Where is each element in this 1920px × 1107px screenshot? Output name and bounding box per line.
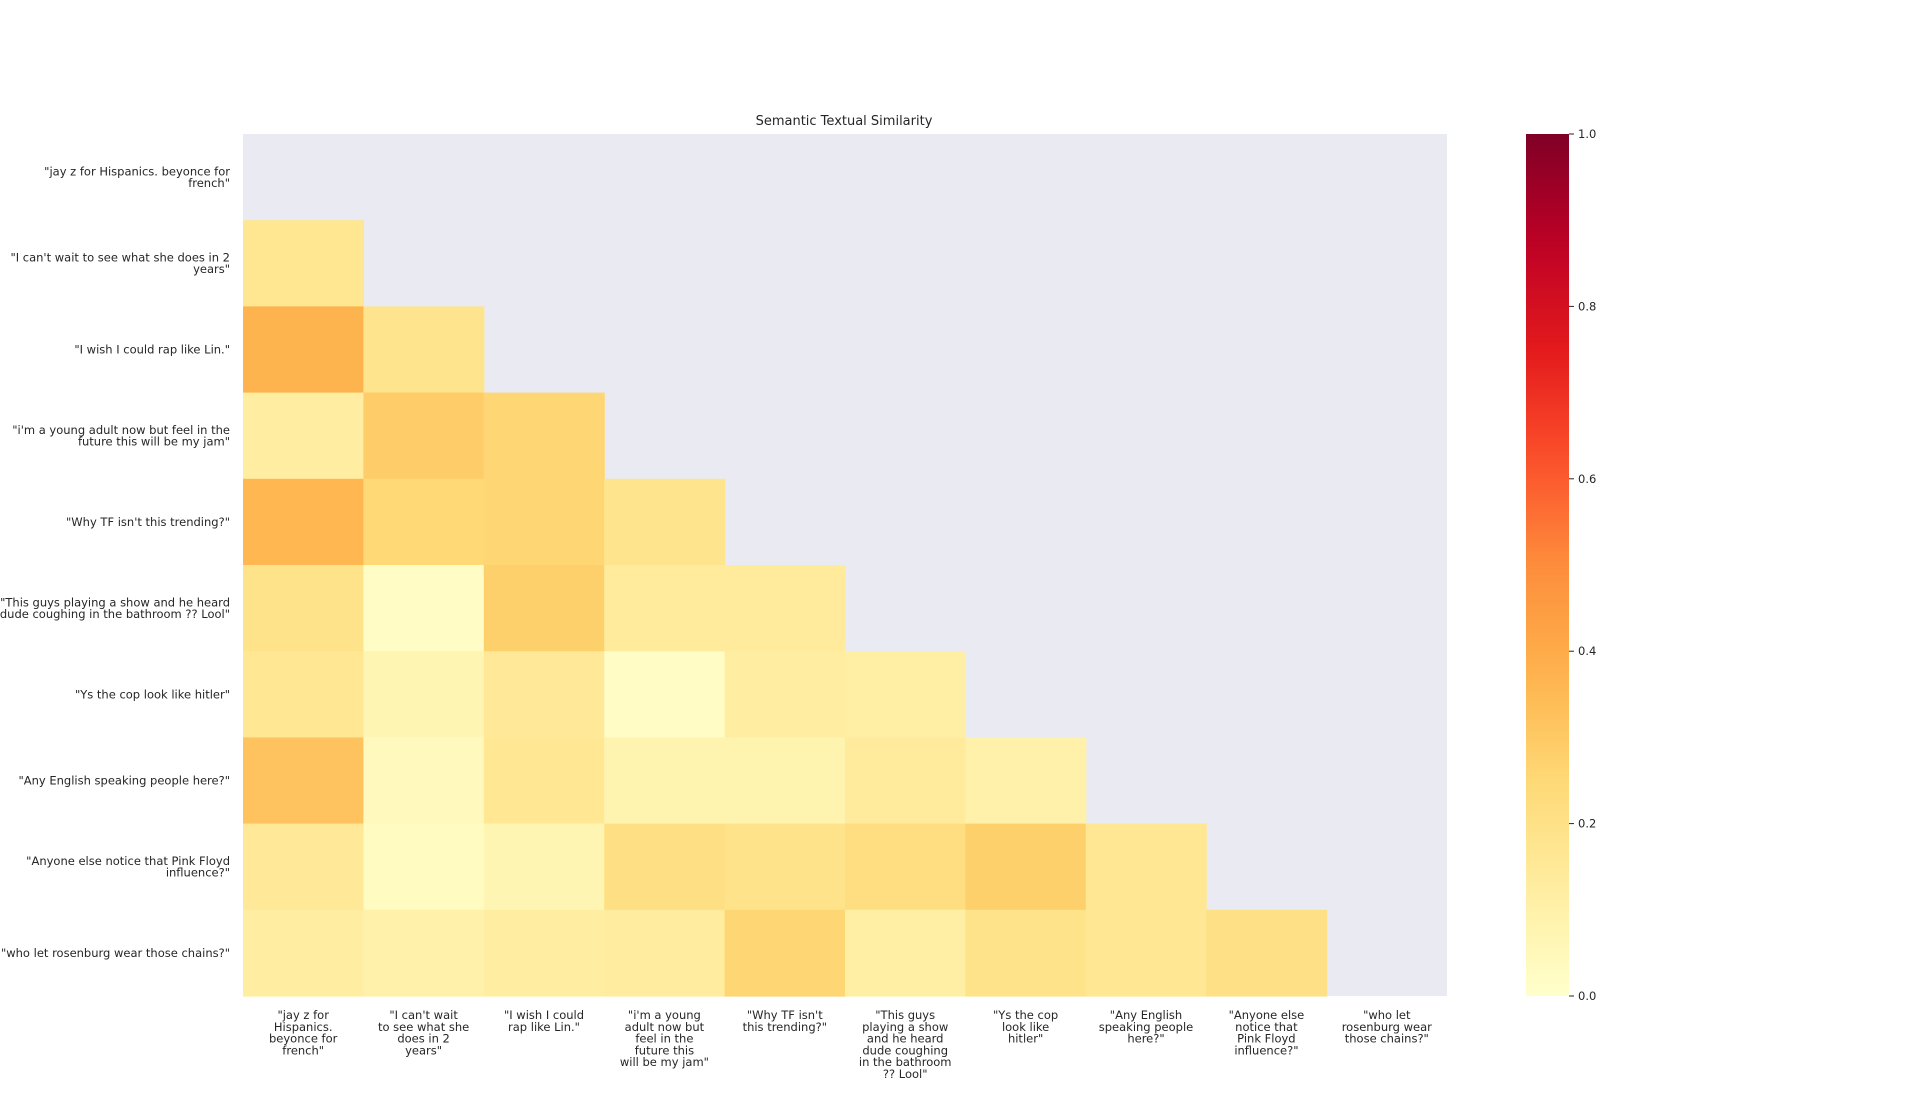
heatmap-cell (363, 823, 485, 911)
colorbar-gradient (1526, 134, 1569, 996)
heatmap-cell (483, 565, 605, 652)
row-tick-label: "This guys playing a show and he heard du… (0, 595, 230, 621)
heatmap-cell (604, 565, 726, 652)
heatmap-cell (965, 823, 1087, 911)
heatmap-cell (483, 823, 605, 911)
heatmap-cell (483, 909, 605, 997)
heatmap-cell (243, 823, 364, 911)
heatmap-cell (243, 220, 364, 307)
row-tick-label: "jay z for Hispanics. beyonce for french" (44, 164, 230, 190)
col-tick-label: "Anyone else notice that Pink Floyd influen… (1229, 1008, 1305, 1057)
col-tick-label: "I wish I could rap like Lin." (504, 1008, 584, 1034)
colorbar-tick-label: 0.6 (1578, 472, 1596, 486)
col-tick-label: "This guys playing a show and he heard dude… (859, 1008, 952, 1081)
heatmap-cell (1085, 823, 1207, 911)
heatmap-cell (604, 651, 726, 738)
heatmap-cell (483, 737, 605, 825)
row-tick-label: "Ys the cop look like hitler" (75, 687, 230, 701)
heatmap-cell (724, 651, 846, 738)
colorbar-tick-label: 0.4 (1578, 644, 1596, 658)
col-tick-label: "Ys the cop look like hitler" (993, 1008, 1058, 1046)
colorbar-tick-label: 0.8 (1578, 299, 1596, 313)
row-tick-label: "who let rosenburg wear those chains?" (1, 946, 230, 960)
heatmap-cell (363, 909, 485, 997)
heatmap-cell (363, 565, 485, 652)
heatmap-cell (243, 651, 364, 738)
heatmap-cell (243, 909, 364, 997)
row-tick-label: "I wish I could rap like Lin." (74, 343, 230, 357)
heatmap-cell (363, 306, 485, 394)
colorbar-tick-label: 0.2 (1578, 817, 1596, 831)
heatmap-cell (965, 737, 1087, 825)
heatmap-cell (724, 823, 846, 911)
heatmap-cell (724, 565, 846, 652)
col-tick-label: "jay z for Hispanics. beyonce for french" (269, 1008, 338, 1057)
colorbar: 0.0 0.2 0.4 0.6 0.8 1.0 (1526, 127, 1596, 1003)
heatmap-cell (604, 823, 726, 911)
col-tick-label: "Any English speaking people here?" (1099, 1008, 1194, 1046)
heatmap-cell (363, 392, 485, 480)
heatmap (243, 134, 1447, 997)
heatmap-cell (845, 823, 966, 911)
heatmap-cell (965, 909, 1087, 997)
row-tick-label: "Any English speaking people here?" (18, 774, 230, 788)
heatmap-cell (724, 737, 846, 825)
heatmap-cell (363, 478, 485, 566)
heatmap-cell (243, 392, 364, 480)
heatmap-cell (363, 651, 485, 738)
heatmap-cell (845, 909, 966, 997)
heatmap-cell (604, 737, 726, 825)
heatmap-cell (1206, 909, 1328, 997)
heatmap-cell (243, 478, 364, 566)
row-tick-label: "i'm a young adult now but feel in the fu… (12, 423, 230, 449)
row-tick-label: "Anyone else notice that Pink Floyd influ… (26, 854, 230, 880)
colorbar-tick-label: 1.0 (1578, 127, 1596, 141)
heatmap-cell (604, 478, 726, 566)
row-labels: "jay z for Hispanics. beyonce for french"… (0, 164, 230, 960)
col-labels: "jay z for Hispanics. beyonce for french" "I… (269, 1008, 1432, 1081)
heatmap-cell (1085, 909, 1207, 997)
heatmap-cell (483, 478, 605, 566)
chart-title: Semantic Textual Similarity (756, 114, 933, 129)
heatmap-cell (724, 909, 846, 997)
col-tick-label: "i'm a young adult now but feel in the futu… (620, 1008, 709, 1069)
col-tick-label: "I can't wait to see what she does in 2 yea… (378, 1008, 469, 1057)
heatmap-cell (243, 565, 364, 652)
heatmap-cell (845, 737, 966, 825)
heatmap-cell (243, 306, 364, 394)
colorbar-tick-label: 0.0 (1578, 989, 1596, 1003)
heatmap-cell (483, 392, 605, 480)
heatmap-cell (845, 651, 966, 738)
col-tick-label: "Why TF isn't this trending?" (743, 1008, 827, 1034)
heatmap-cell (243, 737, 364, 825)
heatmap-cell (363, 737, 485, 825)
heatmap-cell (604, 909, 726, 997)
row-tick-label: "Why TF isn't this trending?" (66, 515, 230, 529)
col-tick-label: "who let rosenburg wear those chains?" (1342, 1008, 1432, 1046)
heatmap-cell (483, 651, 605, 738)
